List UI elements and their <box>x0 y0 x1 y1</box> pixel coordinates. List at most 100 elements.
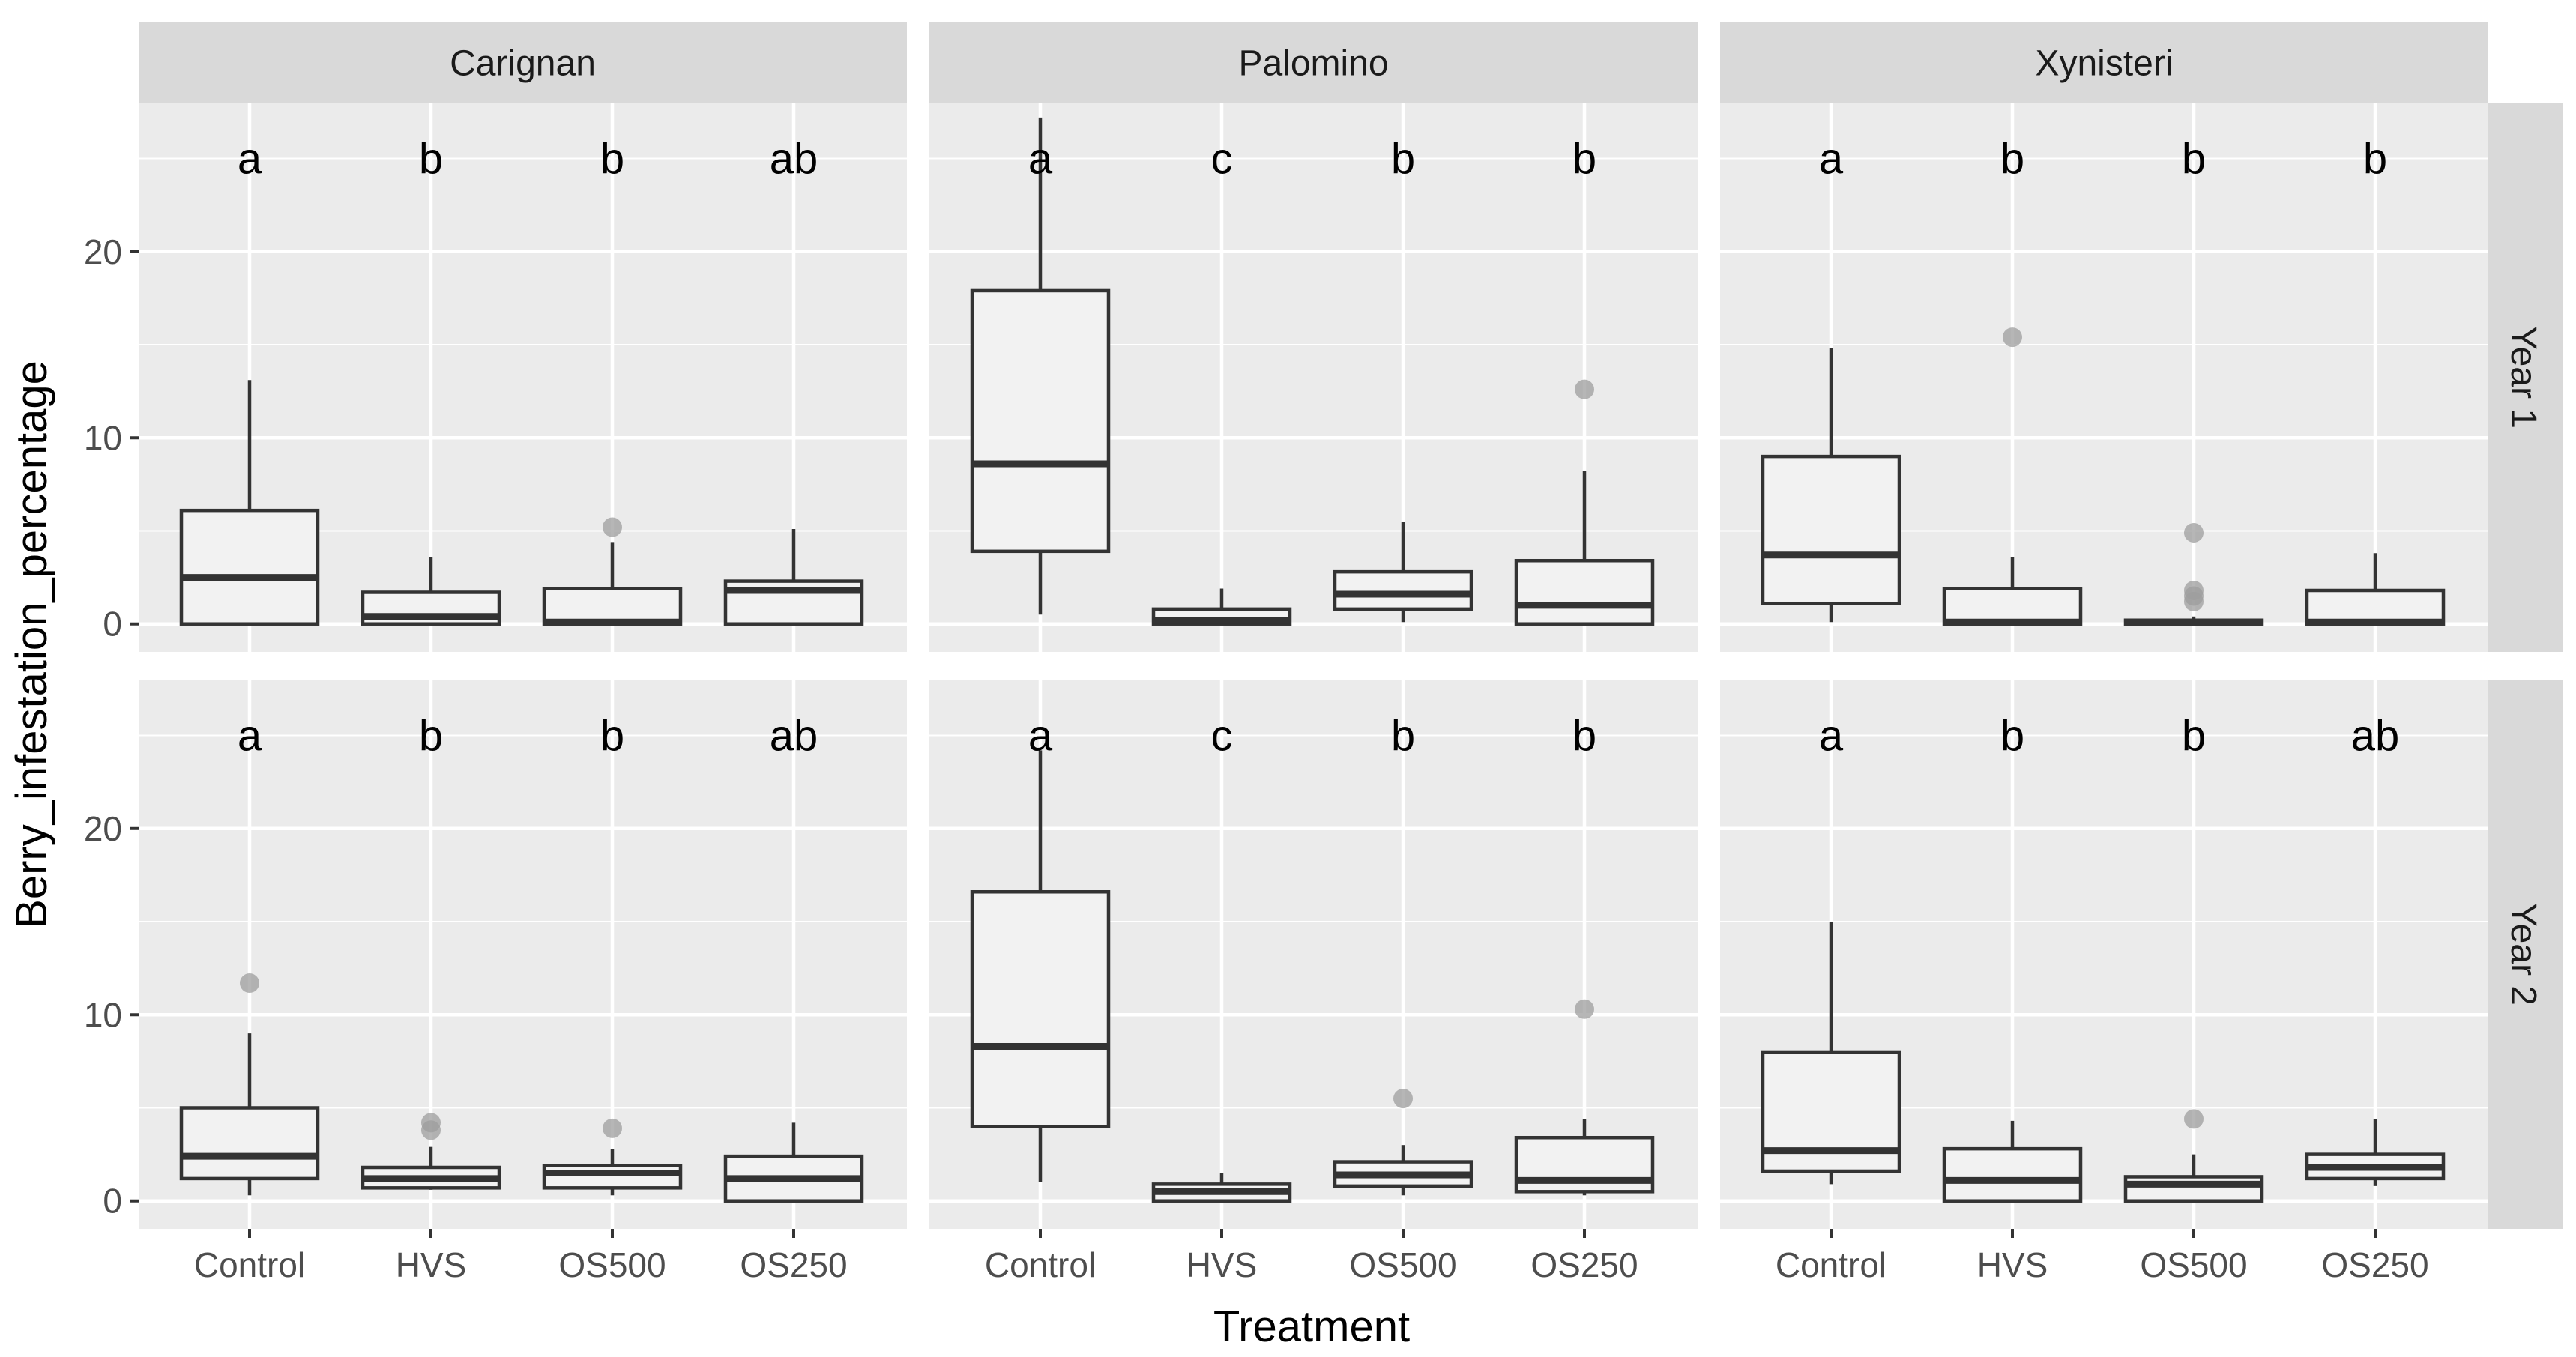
box-hvs: b <box>1942 135 2083 626</box>
outlier-point <box>1393 1089 1413 1109</box>
y-tick-label: 20 <box>84 232 122 271</box>
outlier-point <box>2003 327 2022 348</box>
box-control: a <box>179 712 320 1196</box>
box-body <box>542 587 683 626</box>
y-tick-label: 0 <box>103 605 122 644</box>
significance-letter: b <box>2000 712 2024 761</box>
x-axes: Control HVS OS500 OS250 Control HVS OS500 OS250… <box>194 1229 2429 1284</box>
significance-letter: b <box>2363 135 2387 184</box>
y-tick-label: 0 <box>103 1182 122 1221</box>
y-axes: 0 10 20 0 10 20 <box>84 232 139 1221</box>
x-tick-label: OS250 <box>1530 1245 1638 1284</box>
outlier-point <box>2184 591 2204 611</box>
x-tick-label: HVS <box>1186 1245 1258 1284</box>
x-tick-label: HVS <box>1977 1245 2048 1284</box>
box-body <box>179 508 320 626</box>
box-control: a <box>1761 135 1901 623</box>
strip-label-xynisteri: Xynisteri <box>2035 44 2173 84</box>
outlier-point <box>2184 1109 2204 1129</box>
x-tick-label: Control <box>985 1245 1096 1284</box>
x-tick-label: Control <box>1776 1245 1886 1284</box>
strip-label-year-1: Year 1 <box>2503 326 2543 429</box>
box-os500: b <box>1333 135 1473 623</box>
box-body <box>1942 1146 2083 1203</box>
panel-xynisteri-year-2: a b b ab <box>1720 680 2488 1229</box>
significance-letter: ab <box>2351 712 2400 761</box>
panel-carignan-year-1: a b b ab <box>139 103 907 652</box>
outlier-point <box>240 973 259 994</box>
box-body <box>1761 454 1901 605</box>
significance-letter: b <box>600 712 624 761</box>
y-tick-label: 20 <box>84 809 122 848</box>
significance-letter: b <box>1391 712 1415 761</box>
significance-letter: a <box>238 135 262 184</box>
x-tick-label: OS500 <box>558 1245 666 1284</box>
strip-bg-xynisteri <box>1720 22 2488 103</box>
box-hvs: c <box>1151 712 1292 1203</box>
box-os250: ab <box>2305 712 2446 1186</box>
y-axis-title: Berry_infestation_percentage <box>7 360 56 928</box>
significance-letter: a <box>1028 135 1053 184</box>
strip-label-year-2: Year 2 <box>2503 903 2543 1006</box>
box-os250: b <box>1514 712 1655 1196</box>
significance-letter: a <box>238 712 262 761</box>
strip-bg-year-1 <box>2483 103 2563 652</box>
significance-letter: b <box>1391 135 1415 184</box>
box-os250: ab <box>723 712 864 1203</box>
box-hvs: b <box>361 135 501 626</box>
box-os250: b <box>1514 135 1655 626</box>
box-os500: b <box>2123 135 2264 626</box>
box-control: a <box>970 117 1111 615</box>
outlier-point <box>603 517 622 537</box>
box-control: a <box>1761 712 1901 1185</box>
outlier-point <box>603 1118 622 1138</box>
box-os500: b <box>542 135 683 626</box>
significance-letter: b <box>1572 135 1596 184</box>
outlier-point <box>421 1120 441 1140</box>
x-tick-label: OS250 <box>740 1245 847 1284</box>
box-body <box>179 1106 320 1181</box>
box-control: a <box>179 135 320 626</box>
box-control: a <box>970 712 1111 1182</box>
box-body <box>2123 1175 2264 1203</box>
strip-bg-palomino <box>929 22 1698 103</box>
outlier-point <box>1575 999 1594 1019</box>
significance-letter: b <box>600 135 624 184</box>
significance-letter: b <box>1572 712 1596 761</box>
box-body <box>1333 569 1473 611</box>
column-strips: Carignan Palomino Xynisteri <box>139 22 2488 103</box>
box-hvs: c <box>1151 135 1292 626</box>
outlier-point <box>1575 379 1594 399</box>
box-os500: b <box>542 712 683 1196</box>
panels: a b b ab a c b b a b b ba b b ab a c b b a b b ab <box>139 103 2488 1229</box>
box-body <box>1514 558 1655 626</box>
x-tick-label: Control <box>194 1245 305 1284</box>
x-axis-title: Treatment <box>1213 1302 1410 1351</box>
x-tick-label: HVS <box>396 1245 467 1284</box>
outlier-point <box>2184 522 2204 543</box>
y-tick-label: 10 <box>84 418 122 457</box>
significance-letter: ab <box>770 712 818 761</box>
significance-letter: a <box>1028 712 1053 761</box>
significance-letter: b <box>2182 712 2206 761</box>
panel-carignan-year-2: a b b ab <box>139 680 907 1229</box>
strip-bg-year-2 <box>2483 680 2563 1229</box>
strip-label-carignan: Carignan <box>450 44 596 84</box>
box-os500: b <box>2123 712 2264 1203</box>
x-tick-label: OS250 <box>2321 1245 2428 1284</box>
y-tick-label: 10 <box>84 995 122 1034</box>
x-tick-label: OS500 <box>1349 1245 1456 1284</box>
row-strips: Year 1 Year 2 <box>2483 103 2563 1229</box>
significance-letter: c <box>1211 712 1233 761</box>
significance-letter: b <box>419 712 443 761</box>
significance-letter: a <box>1819 712 1844 761</box>
box-body <box>970 890 1111 1128</box>
box-body <box>2305 588 2446 626</box>
strip-label-palomino: Palomino <box>1238 44 1388 84</box>
box-os250: b <box>2305 135 2446 626</box>
significance-letter: b <box>419 135 443 184</box>
significance-letter: c <box>1211 135 1233 184</box>
